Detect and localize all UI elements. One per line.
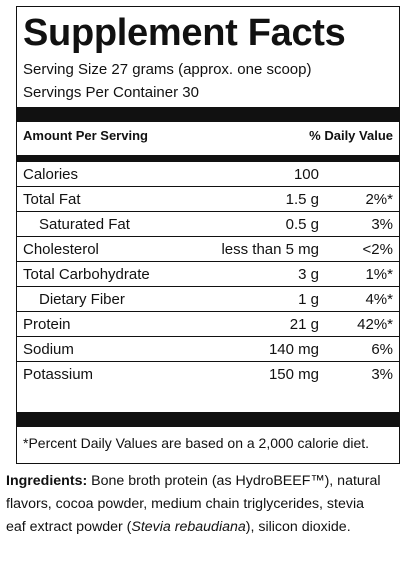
nutrient-row-sodium: Sodium 140 mg 6% <box>17 337 399 362</box>
nutrient-name: Calories <box>23 166 79 183</box>
nutrient-row-calories: Calories 100 <box>17 162 399 187</box>
nutrient-name: Dietary Fiber <box>39 291 125 308</box>
nutrient-dv: <2% <box>362 241 393 258</box>
nutrient-amount: 21 g <box>289 316 319 333</box>
ingredients-line-2: flavors, cocoa powder, medium chain trig… <box>6 496 364 512</box>
nutrient-name: Protein <box>23 316 71 333</box>
nutrient-name: Cholesterol <box>23 241 99 258</box>
nutrient-amount: 150 mg <box>268 366 319 383</box>
nutrient-name: Saturated Fat <box>39 216 130 233</box>
nutrient-amount: 140 mg <box>268 341 319 358</box>
ingredients-text-3a: eaf extract powder ( <box>6 519 132 535</box>
ingredients-line-3: eaf extract powder (Stevia rebaudiana), … <box>6 516 410 539</box>
nutrient-amount: less than 5 mg <box>221 241 319 258</box>
nutrient-row-saturated-fat: Saturated Fat 0.5 g 3% <box>17 212 399 237</box>
nutrient-amount: 1.5 g <box>285 191 319 208</box>
ingredients-text-1: Bone broth protein (as HydroBEEF™), natu… <box>91 473 381 489</box>
nutrient-row-total-carbohydrate: Total Carbohydrate 3 g 1%* <box>17 262 399 287</box>
nutrient-amount: 100 <box>293 166 319 183</box>
nutrient-row-protein: Protein 21 g 42%* <box>17 312 399 337</box>
nutrient-row-potassium: Potassium 150 mg 3% <box>17 362 399 387</box>
nutrient-rows: Calories 100 Total Fat 1.5 g 2%* Saturat… <box>17 162 399 387</box>
nutrient-dv: 2%* <box>365 191 393 208</box>
nutrient-dv: 4%* <box>365 291 393 308</box>
amount-per-serving-header: Amount Per Serving <box>23 128 148 143</box>
servings-per-container: Servings Per Container 30 <box>23 84 199 101</box>
nutrient-dv: 42%* <box>357 316 393 333</box>
nutrient-row-total-fat: Total Fat 1.5 g 2%* <box>17 187 399 212</box>
ingredients-botanical-name: Stevia rebaudiana <box>131 519 246 535</box>
serving-size: Serving Size 27 grams (approx. one scoop… <box>23 61 312 78</box>
nutrient-dv: 3% <box>371 216 393 233</box>
thick-divider-top <box>17 107 399 122</box>
nutrient-amount: 0.5 g <box>285 216 319 233</box>
header-divider <box>17 155 399 162</box>
nutrient-row-dietary-fiber: Dietary Fiber 1 g 4%* <box>17 287 399 312</box>
ingredients-statement: Ingredients: Bone broth protein (as Hydr… <box>6 470 410 539</box>
daily-value-footnote: *Percent Daily Values are based on a 2,0… <box>23 435 370 451</box>
nutrient-amount: 1 g <box>298 291 319 308</box>
thick-divider-bottom <box>17 412 399 427</box>
nutrient-row-cholesterol: Cholesterol less than 5 mg <2% <box>17 237 399 262</box>
nutrient-dv: 1%* <box>365 266 393 283</box>
nutrient-dv: 6% <box>371 341 393 358</box>
panel-title: Supplement Facts <box>23 12 346 54</box>
nutrient-amount: 3 g <box>298 266 319 283</box>
ingredients-line-1: Ingredients: Bone broth protein (as Hydr… <box>6 470 410 493</box>
ingredients-label: Ingredients: <box>6 473 88 489</box>
nutrient-name: Total Fat <box>23 191 81 208</box>
daily-value-header: % Daily Value <box>309 128 393 143</box>
nutrient-name: Total Carbohydrate <box>23 266 150 283</box>
nutrient-name: Sodium <box>23 341 74 358</box>
supplement-facts-panel: Supplement Facts Serving Size 27 grams (… <box>16 6 400 464</box>
nutrient-dv: 3% <box>371 366 393 383</box>
nutrient-name: Potassium <box>23 366 94 383</box>
ingredients-text-3b: ), silicon dioxide. <box>245 519 351 535</box>
